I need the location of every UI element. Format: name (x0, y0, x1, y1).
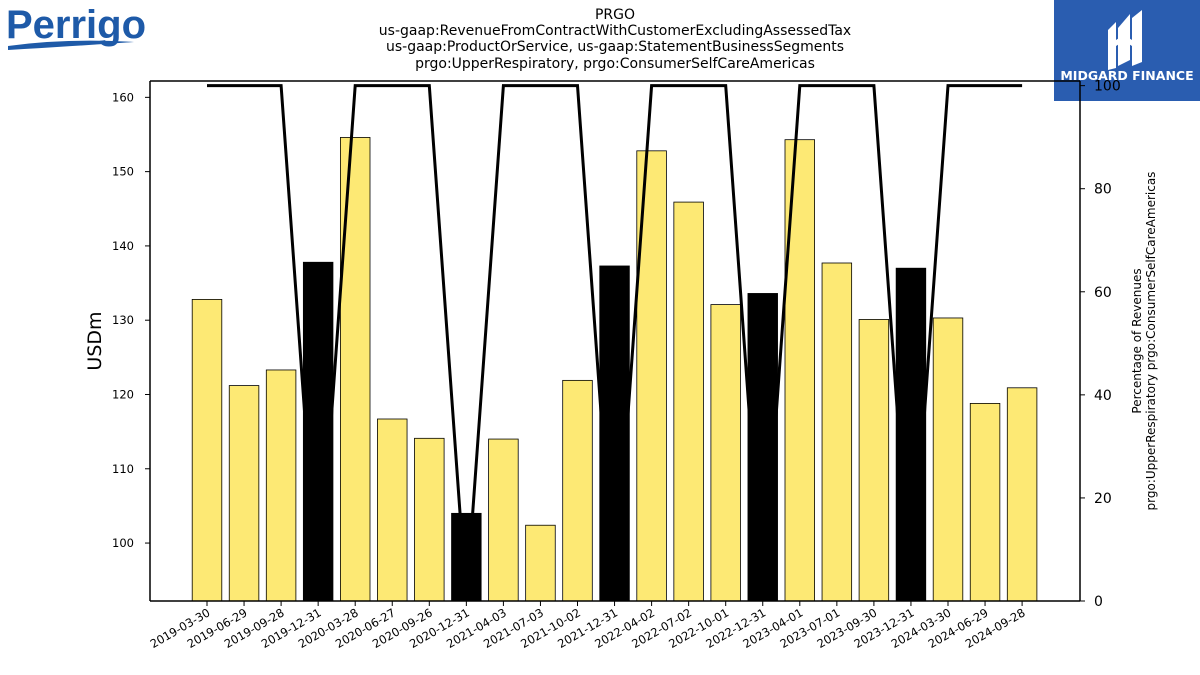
quarter-bar (525, 524, 556, 602)
y-tick-label: 160 (112, 90, 134, 104)
chart-title-line-3: us-gaap:ProductOrService, us-gaap:Statem… (385, 39, 844, 56)
quarter-bar (265, 369, 297, 602)
quarter-bar (377, 418, 408, 602)
perrigo-logo: Perrigo (6, 2, 146, 58)
y-tick-label: 130 (112, 313, 134, 327)
annual-bar (599, 265, 630, 602)
quarter-bar (339, 137, 371, 602)
y2-tick-label: 0 (1094, 594, 1103, 610)
midgard-logo-text: MIDGARD FINANCE (1060, 68, 1193, 83)
chart-title-line-1: PRGO (594, 7, 636, 23)
quarter-bar (821, 262, 853, 602)
y-tick-label: 150 (112, 165, 134, 179)
quarter-bar (228, 385, 260, 602)
quarter-bar (673, 201, 704, 602)
quarter-bar (1006, 387, 1038, 602)
annual-bar (895, 267, 927, 602)
y2-tick-label: 60 (1094, 285, 1112, 301)
quarter-bar (710, 304, 741, 602)
quarter-bar (488, 438, 519, 602)
y-tick-label: 120 (112, 387, 134, 401)
chart-title: PRGO us-gaap:RevenueFromContractWithCust… (300, 7, 930, 72)
y2-axis-label: Percentage of Revenues (1130, 268, 1144, 413)
chart-title-line-2: us-gaap:RevenueFromContractWithCustomerE… (378, 23, 852, 40)
chart-title-line-4: prgo:UpperRespiratory, prgo:ConsumerSelf… (415, 55, 815, 72)
quarter-bar (858, 319, 890, 602)
y-tick-label: 140 (112, 239, 134, 253)
y2-tick-label: 40 (1094, 388, 1112, 404)
y2-tick-label: 80 (1094, 182, 1112, 198)
perrigo-logo-text: Perrigo (6, 3, 146, 47)
annual-bar (302, 261, 334, 602)
midgard-finance-logo: MIDGARD FINANCE (1054, 0, 1200, 101)
y-tick-label: 110 (112, 462, 134, 476)
quarter-bar (932, 317, 964, 602)
quarter-bar (414, 437, 445, 602)
y-axis-label: USDm (84, 311, 106, 370)
quarter-bar (191, 298, 223, 602)
y2-tick-label: 20 (1094, 491, 1112, 507)
y2-axis-label: prgo:UpperRespiratory prgo:ConsumerSelfC… (1144, 172, 1158, 511)
quarter-bar (969, 402, 1001, 602)
y-tick-label: 100 (112, 536, 134, 550)
quarter-bar (562, 379, 593, 602)
y2-tick-label: 100 (1094, 79, 1121, 95)
